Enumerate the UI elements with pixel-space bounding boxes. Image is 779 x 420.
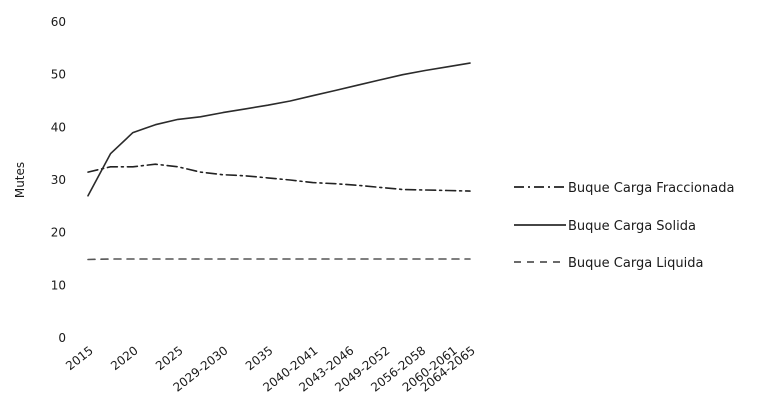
x-tick-label: 2020	[108, 343, 141, 373]
y-tick-label: 30	[51, 173, 66, 187]
x-tick-label: 2015	[63, 343, 96, 373]
legend: Buque Carga Fraccionada Buque Carga Solid…	[514, 181, 734, 271]
y-tick-label: 20	[51, 226, 66, 240]
y-axis-ticks: 0 10 20 30 40 50 60	[51, 15, 66, 345]
series-line-1	[87, 163, 471, 192]
x-tick-label: 2025	[153, 343, 186, 373]
series-lines	[87, 62, 471, 261]
y-tick-label: 40	[51, 120, 66, 134]
series-line-3	[87, 258, 471, 261]
y-tick-label: 60	[51, 15, 66, 29]
y-axis-title: Mutes	[13, 162, 27, 198]
legend-label: Buque Carga Liquida	[568, 256, 703, 271]
series-line-2	[87, 62, 471, 197]
y-tick-label: 50	[51, 68, 66, 82]
x-tick-label: 2035	[243, 343, 276, 373]
y-tick-label: 0	[58, 331, 66, 345]
legend-label: Buque Carga Fraccionada	[568, 181, 734, 196]
y-tick-label: 10	[51, 278, 66, 292]
legend-label: Buque Carga Solida	[568, 219, 696, 234]
